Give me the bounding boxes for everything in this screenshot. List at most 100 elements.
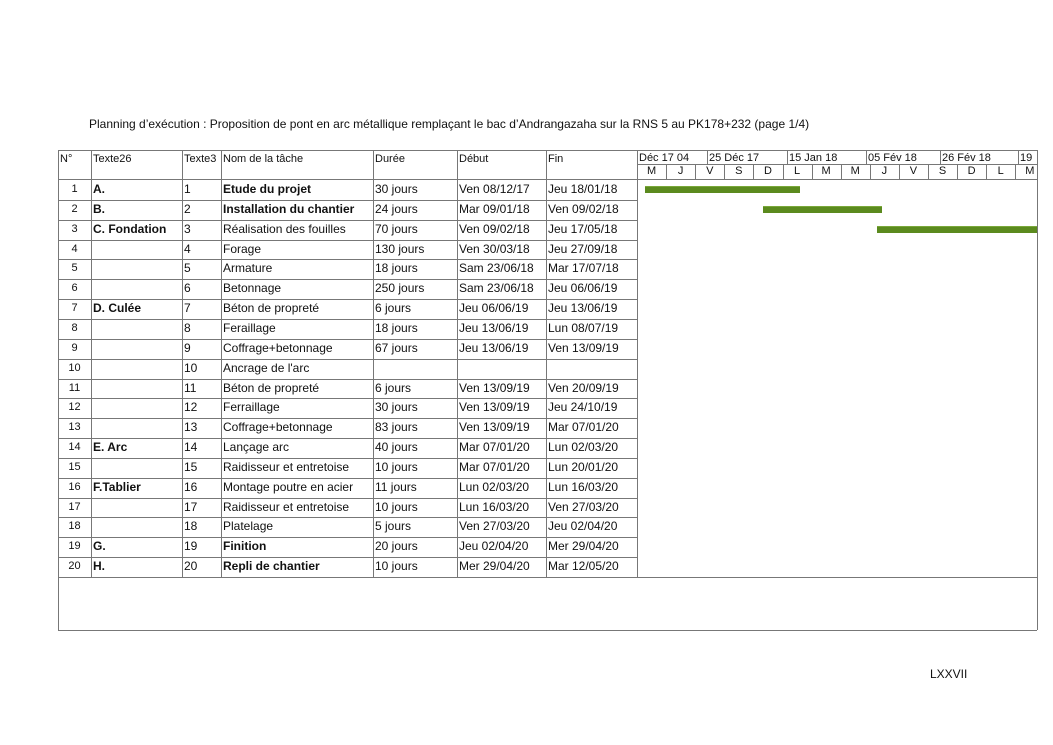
column-line xyxy=(91,150,92,577)
cell-n: 15 xyxy=(68,460,81,473)
cell-id: 15 xyxy=(184,459,198,474)
cell-start: Jeu 06/06/19 xyxy=(459,301,529,316)
cell-n: 12 xyxy=(68,401,81,414)
day-line xyxy=(666,165,668,179)
cell-n: 20 xyxy=(68,560,81,573)
border xyxy=(1037,150,1038,630)
row-line xyxy=(58,299,637,301)
cell-group: G. xyxy=(93,539,106,554)
row-line xyxy=(58,537,637,539)
week-label: 04 Déc 17 xyxy=(639,152,690,164)
cell-group: C. Fondation xyxy=(93,221,167,236)
cell-start: Jeu 13/06/19 xyxy=(459,320,529,335)
column-header: Fin xyxy=(548,153,564,165)
cell-id: 14 xyxy=(184,440,198,455)
day-label: D xyxy=(763,165,772,177)
gantt-bar xyxy=(645,186,800,193)
cell-id: 9 xyxy=(184,340,191,355)
cell-start: Ven 27/03/20 xyxy=(459,519,530,534)
cell-name: Etude du projet xyxy=(223,182,311,196)
day-line xyxy=(869,165,871,179)
cell-name: Feraillage xyxy=(223,320,276,335)
cell-group: H. xyxy=(93,559,105,574)
cell-name: Lançage arc xyxy=(223,440,290,455)
cell-id: 3 xyxy=(184,221,191,236)
cell-n: 2 xyxy=(71,202,78,215)
day-label: J xyxy=(881,165,888,177)
cell-id: 1 xyxy=(184,182,191,196)
cell-start: Ven 13/09/19 xyxy=(459,420,530,435)
day-line xyxy=(928,165,929,179)
gantt-bar xyxy=(763,206,882,213)
cell-name: Coffrage+betonnage xyxy=(223,420,333,435)
day-line xyxy=(811,165,813,179)
cell-end: Jeu 06/06/19 xyxy=(548,281,618,296)
cell-start: Jeu 13/06/19 xyxy=(459,340,529,355)
cell-duration: 30 jours xyxy=(375,400,418,415)
row-line xyxy=(58,557,637,559)
cell-duration: 10 jours xyxy=(375,459,418,474)
day-label: V xyxy=(706,165,714,177)
row-line xyxy=(58,259,637,261)
day-label: L xyxy=(997,165,1004,177)
day-label: D xyxy=(967,165,976,177)
cell-name: Platelage xyxy=(223,519,274,534)
cell-n: 6 xyxy=(71,282,78,295)
timeline-divider xyxy=(637,164,1037,165)
cell-start: Mer 29/04/20 xyxy=(459,559,530,574)
cell-start: Mar 07/01/20 xyxy=(459,459,530,474)
week-label: 26 Fév 18 xyxy=(942,152,991,164)
cell-name: Forage xyxy=(223,241,262,256)
cell-end: Jeu 13/06/19 xyxy=(548,301,618,316)
cell-end: Jeu 24/10/19 xyxy=(548,400,618,415)
week-line xyxy=(940,150,941,164)
cell-n: 4 xyxy=(71,242,78,255)
cell-group: B. xyxy=(93,201,105,216)
column-header: N° xyxy=(60,153,73,165)
cell-duration: 18 jours xyxy=(375,261,418,276)
cell-start: Ven 08/12/17 xyxy=(459,182,530,196)
cell-n: 9 xyxy=(71,341,78,354)
row-line xyxy=(58,219,637,221)
week-label: 05 Fév 18 xyxy=(868,152,917,164)
cell-duration: 40 jours xyxy=(375,440,418,455)
row-line xyxy=(58,457,637,459)
cell-start: Sam 23/06/18 xyxy=(459,261,534,276)
cell-name: Coffrage+betonnage xyxy=(223,340,333,355)
page-title: Planning d’exécution : Proposition de po… xyxy=(89,117,810,131)
cell-id: 12 xyxy=(184,400,198,415)
row-line xyxy=(58,497,637,499)
day-line xyxy=(695,165,697,179)
row-line xyxy=(58,239,637,241)
cell-start: Mar 09/01/18 xyxy=(459,201,530,216)
week-label: 25 Déc 17 xyxy=(709,152,760,164)
cell-start: Jeu 02/04/20 xyxy=(459,539,529,554)
cell-name: Betonnage xyxy=(223,281,282,296)
cell-end: Ven 13/09/19 xyxy=(548,340,619,355)
day-line xyxy=(782,165,784,179)
cell-group: D. Culée xyxy=(93,301,142,316)
cell-duration: 5 jours xyxy=(375,519,412,534)
border xyxy=(58,630,1037,631)
cell-duration: 130 jours xyxy=(375,241,425,256)
row-line xyxy=(58,279,637,281)
day-label: S xyxy=(938,165,947,177)
cell-end: Ven 27/03/20 xyxy=(548,499,619,514)
cell-id: 13 xyxy=(184,420,198,435)
cell-id: 10 xyxy=(184,360,198,375)
cell-n: 11 xyxy=(68,381,81,394)
week-line xyxy=(787,150,788,164)
week-label: 15 Jan 18 xyxy=(789,152,838,164)
column-header: Durée xyxy=(375,153,405,165)
column-line xyxy=(457,150,458,577)
cell-name: Installation du chantier xyxy=(223,201,355,216)
row-line xyxy=(58,318,637,320)
row-line xyxy=(58,517,637,519)
week-line xyxy=(707,150,708,164)
cell-end: Jeu 17/05/18 xyxy=(548,221,618,236)
cell-id: 7 xyxy=(184,301,191,316)
row-line xyxy=(58,378,637,380)
cell-name: Armature xyxy=(223,261,273,276)
column-line xyxy=(546,150,547,577)
cell-start: Ven 09/02/18 xyxy=(459,221,530,236)
